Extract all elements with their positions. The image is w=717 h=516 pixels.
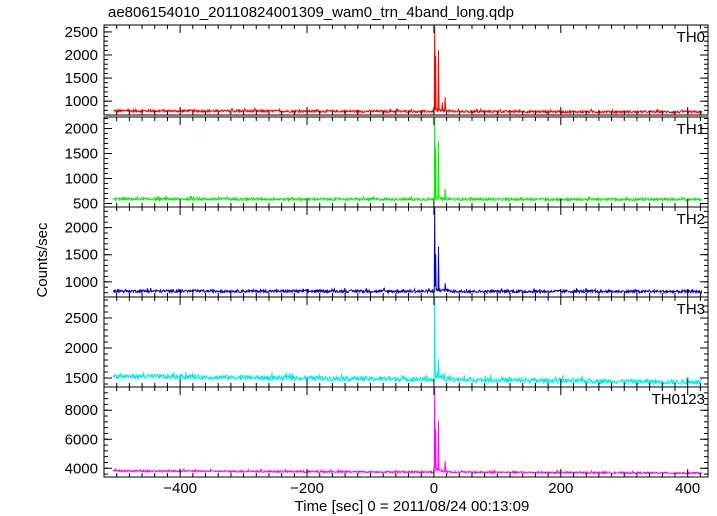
y-tick-label: 1000	[65, 93, 98, 110]
y-tick-label: 1500	[65, 370, 98, 387]
panel-th3: 1500 2000 2500 TH3	[65, 296, 709, 388]
y-axis-label: Counts/sec	[34, 222, 51, 298]
x-axis-label: Time [sec] 0 = 2011/08/24 00:13:09	[295, 498, 530, 515]
y-tick-label: 2500	[65, 24, 98, 41]
series-line-th1	[113, 117, 703, 203]
series-line-th2	[113, 206, 703, 295]
x-tick-label: 400	[675, 480, 700, 497]
panel-th0123: 4000 6000 8000 TH0123	[65, 386, 709, 478]
y-tick-label: 6000	[65, 431, 98, 448]
y-tick-label: 1500	[65, 247, 98, 264]
y-tick-label: 8000	[65, 402, 98, 419]
series-line-th3	[113, 296, 703, 387]
y-tick-label: 2000	[65, 220, 98, 237]
panel-label-th0123: TH0123	[652, 391, 705, 408]
y-tick-label: 500	[73, 196, 98, 213]
x-tick-label: −400	[163, 480, 197, 497]
panel-frame	[103, 24, 709, 116]
x-tick-label: 0	[430, 480, 438, 497]
y-tick-label: 1000	[65, 171, 98, 188]
y-tick-label: 2000	[65, 47, 98, 64]
panel-label-th1: TH1	[677, 121, 705, 138]
y-tick-label: 1500	[65, 146, 98, 163]
x-tick-label: 200	[548, 480, 573, 497]
panel-frame	[103, 116, 709, 208]
panel-frame	[103, 386, 709, 478]
panels-group: 1000 1500 2000 2500 TH0 500 1000 1500 2000 TH1 100…	[65, 24, 709, 478]
series-line-th0123	[113, 386, 702, 476]
panel-th1: 500 1000 1500 2000 TH1	[65, 116, 709, 213]
x-tick-label: −200	[290, 480, 324, 497]
panel-th0: 1000 1500 2000 2500 TH0	[65, 24, 709, 116]
chart-title: ae806154010_20110824001309_wam0_trn_4ban…	[108, 4, 514, 21]
panel-th2: 1000 1500 2000 TH2	[65, 206, 709, 298]
y-tick-label: 1000	[65, 274, 98, 291]
panel-label-th2: TH2	[677, 211, 705, 228]
panel-label-th3: TH3	[677, 301, 705, 318]
y-tick-label: 4000	[65, 460, 98, 477]
y-tick-label: 2000	[65, 340, 98, 357]
y-tick-label: 1500	[65, 70, 98, 87]
y-tick-label: 2000	[65, 121, 98, 138]
series-line-th0	[113, 26, 703, 115]
x-axis-ticks: −400 −200 0 200 400	[163, 480, 700, 497]
panel-label-th0: TH0	[677, 29, 705, 46]
y-tick-label: 2500	[65, 310, 98, 327]
panel-frame	[103, 206, 709, 298]
panel-frame	[103, 296, 709, 388]
